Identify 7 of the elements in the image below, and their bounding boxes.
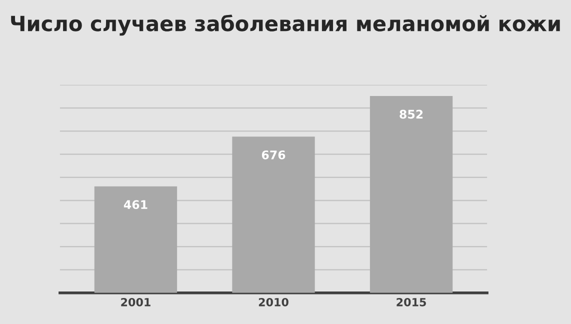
data-label: 852: [400, 110, 423, 119]
x-tick-label: 2001: [121, 298, 150, 306]
chart-title: Число случаев заболевания меланомой кожи: [11, 14, 560, 36]
x-tick-label: 2010: [258, 298, 288, 306]
x-tick-label: 2015: [396, 298, 426, 306]
data-label: 676: [262, 150, 286, 160]
data-label: 461: [124, 200, 148, 210]
